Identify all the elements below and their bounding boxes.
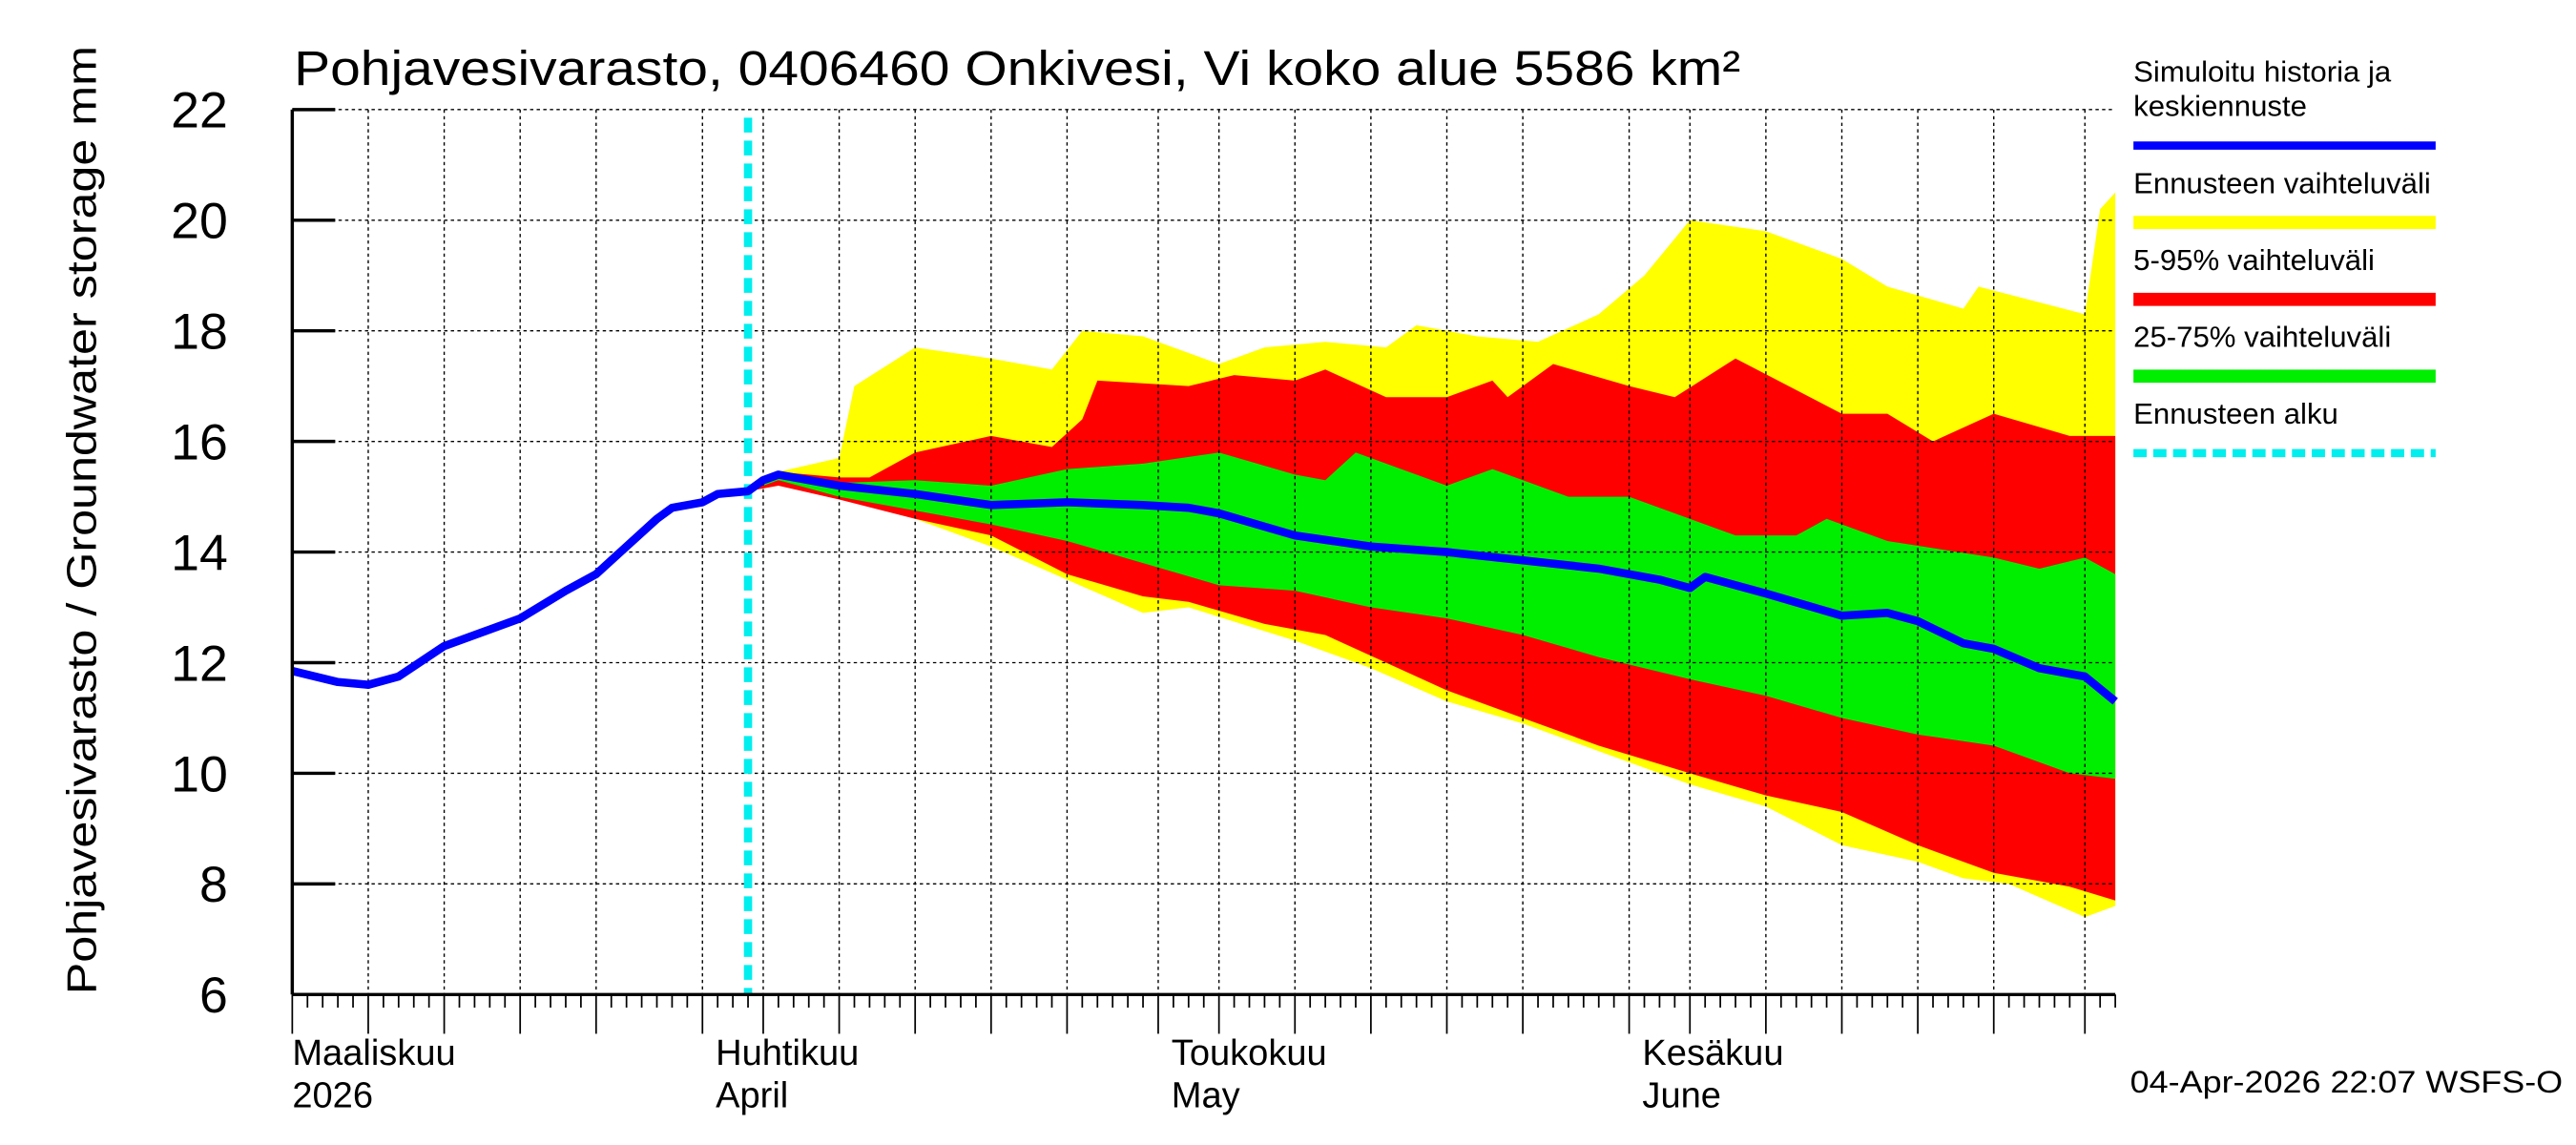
- series: [291, 117, 2118, 995]
- footer-timestamp: 04-Apr-2026 22:07 WSFS-O: [2130, 1064, 2563, 1099]
- y-tick-label: 20: [171, 194, 228, 250]
- month-sublabel: 2026: [292, 1076, 373, 1116]
- month-sublabel: June: [1642, 1076, 1721, 1116]
- month-sublabel: May: [1172, 1076, 1240, 1116]
- y-tick-label: 14: [171, 526, 228, 582]
- y-tick-label: 10: [171, 747, 228, 803]
- y-tick-label: 12: [171, 636, 228, 693]
- month-label: Maaliskuu: [292, 1033, 455, 1073]
- y-tick-label: 6: [199, 968, 228, 1024]
- y-tick-label: 16: [171, 415, 228, 471]
- month-label: Huhtikuu: [716, 1033, 859, 1073]
- legend-label: Ennusteen vaihteluväli: [2133, 166, 2431, 199]
- legend-label: Ennusteen alku: [2133, 397, 2338, 430]
- y-tick-label: 8: [199, 857, 228, 913]
- band-25-75-vaihteluv-li: [748, 452, 2116, 780]
- legend-label: keskiennuste: [2133, 90, 2307, 123]
- legend-label: 5-95% vaihteluväli: [2133, 243, 2375, 277]
- month-label: Kesäkuu: [1642, 1033, 1783, 1073]
- chart-title: Pohjavesivarasto, 0406460 Onkivesi, Vi k…: [294, 40, 1740, 95]
- legend-label: 25-75% vaihteluväli: [2133, 321, 2391, 354]
- y-axis-label: Pohjavesivarasto / Groundwater storage m…: [59, 46, 105, 994]
- y-tick-label: 18: [171, 304, 228, 361]
- y-tick-label: 22: [171, 83, 228, 139]
- legend-label: Simuloitu historia ja: [2133, 55, 2392, 89]
- month-sublabel: April: [716, 1076, 788, 1116]
- month-label: Toukokuu: [1172, 1033, 1327, 1073]
- median-line: [291, 470, 2118, 705]
